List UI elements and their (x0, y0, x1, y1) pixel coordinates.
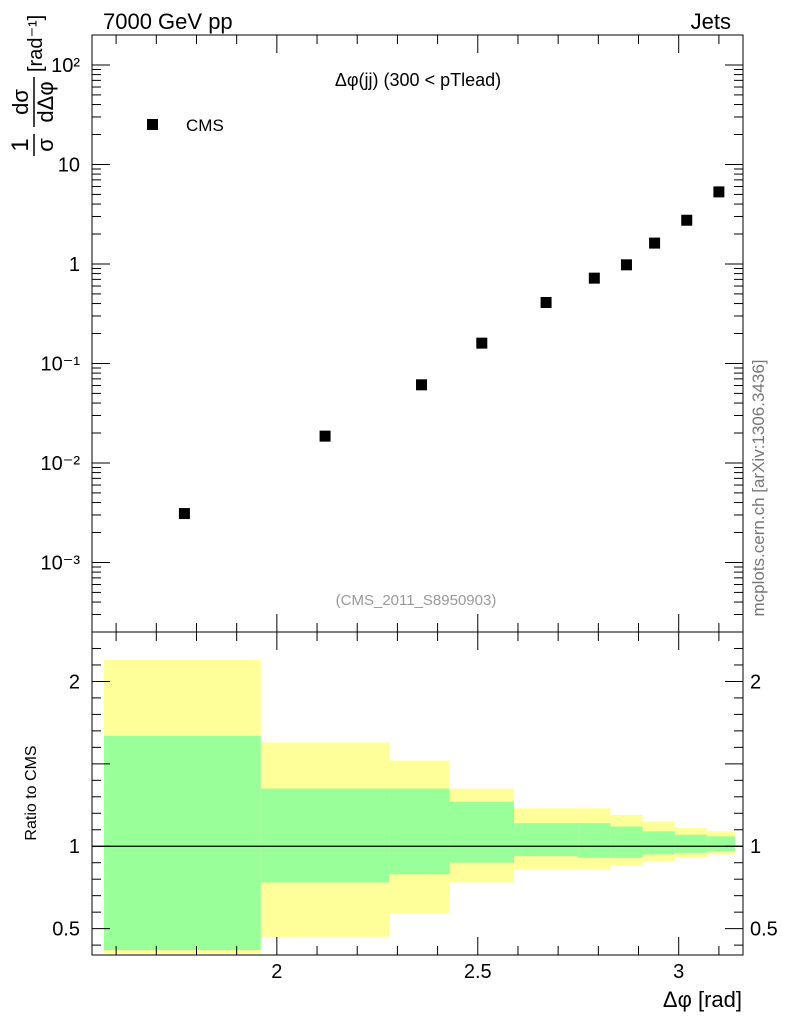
band-inner-bin (674, 834, 707, 853)
band-inner-bin (260, 788, 390, 883)
collision-energy-label: 7000 GeV pp (103, 9, 233, 34)
ratio-y-tick-labels: 0.5 0.5 1 1 2 2 (52, 671, 778, 940)
main-plot-title: Δφ(jj) (300 < pTlead) (335, 70, 501, 90)
ratio-y-tick-label-right: 0.5 (750, 919, 778, 941)
main-y-tick-labels: 10⁻³ 10⁻² 10⁻¹ 1 10 10² (41, 55, 81, 575)
svg-text:dΔφ: dΔφ (33, 81, 58, 122)
legend-label-cms: CMS (186, 116, 224, 135)
data-point (588, 272, 600, 284)
process-label: Jets (691, 9, 731, 34)
data-point (416, 379, 428, 391)
y-tick-label: 10⁻² (41, 453, 81, 475)
y-tick-label: 10⁻³ (41, 552, 81, 574)
ratio-y-tick-label-right: 2 (750, 671, 761, 693)
data-point (620, 259, 632, 271)
y-tick-label: 1 (69, 254, 80, 276)
y-tick-label: 10⁻¹ (41, 353, 81, 375)
ratio-y-tick-label-left: 2 (69, 671, 80, 693)
x-tick-labels: 2 2.5 3 (271, 961, 684, 983)
data-point (476, 337, 488, 349)
main-panel-ticks (92, 34, 743, 633)
data-point (540, 296, 552, 308)
svg-text:dσ: dσ (8, 89, 33, 115)
svg-text:σ: σ (33, 138, 58, 152)
ratio-y-axis-label: Ratio to CMS (23, 745, 40, 840)
ratio-panel-frame (91, 631, 744, 956)
ratio-panel-ticks (92, 632, 743, 955)
svg-text:1: 1 (7, 138, 34, 151)
main-panel: 10⁻³ 10⁻² 10⁻¹ 1 10 10² Δφ(jj) (300 < pTlead)… (7, 15, 744, 633)
uncertainty-bands (104, 660, 735, 954)
x-tick-label: 2 (271, 961, 282, 983)
band-inner-bin (389, 788, 450, 875)
band-inner-bin (449, 801, 514, 863)
data-point (649, 237, 661, 249)
legend-marker-cms (147, 119, 158, 130)
band-inner-bin (610, 826, 643, 858)
band-inner-bin (706, 836, 735, 852)
band-inner-bin (104, 735, 261, 951)
source-side-label: mcplots.cern.ch [arXiv:1306.3436] (749, 359, 768, 616)
cms-data-points (178, 186, 725, 520)
x-axis-label: Δφ [rad] (663, 987, 742, 1012)
y-tick-label: 10² (51, 55, 80, 77)
ratio-y-tick-label-left: 1 (69, 836, 80, 858)
data-point (713, 186, 725, 198)
band-inner-bin (578, 823, 611, 858)
band-inner-bin (642, 831, 675, 855)
band-inner-bin (513, 823, 579, 857)
x-tick-label: 2.5 (464, 961, 492, 983)
data-point (319, 430, 331, 442)
y-tick-label: 10 (58, 154, 80, 176)
data-point (681, 214, 693, 226)
data-point (178, 508, 190, 520)
ratio-panel: 0.5 0.51 12 2 2 2.5 3 Ratio to CMS Δφ [rad] (23, 631, 778, 1012)
ratio-y-tick-label-right: 1 (750, 836, 761, 858)
main-y-axis-label: 1 σ dσ dΔφ [rad⁻¹] (7, 15, 58, 156)
x-tick-label: 3 (673, 961, 684, 983)
analysis-watermark: (CMS_2011_S8950903) (336, 592, 497, 609)
svg-text:[rad⁻¹]: [rad⁻¹] (25, 15, 47, 72)
ratio-y-tick-label-left: 0.5 (52, 919, 80, 941)
